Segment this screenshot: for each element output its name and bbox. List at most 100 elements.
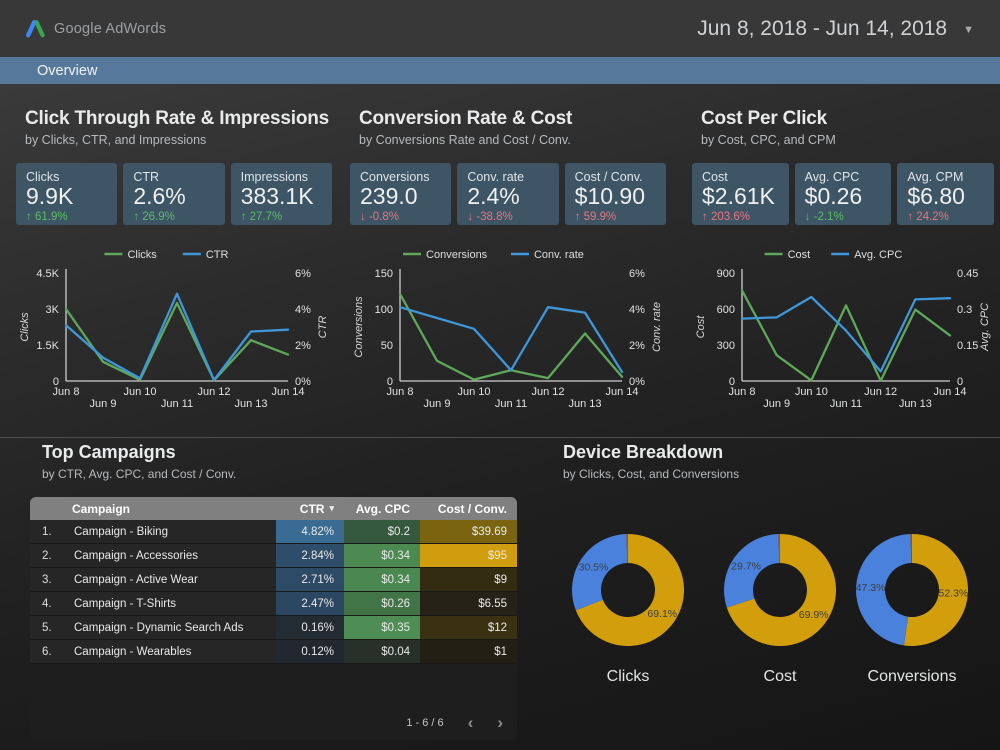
delta-arrow-icon: ↑: [26, 210, 32, 223]
cpc-cell: $0.2: [344, 520, 420, 543]
svg-text:0%: 0%: [629, 376, 645, 388]
cost-cell: $39.69: [420, 520, 517, 543]
svg-text:Conv. rate: Conv. rate: [534, 249, 584, 261]
table-row: 4. Campaign - T-Shirts 2.47% $0.26 $6.55: [30, 592, 517, 616]
svg-text:Conv. rate: Conv. rate: [651, 302, 663, 352]
svg-text:900: 900: [717, 268, 735, 280]
svg-text:Cost: Cost: [695, 315, 707, 339]
svg-text:600: 600: [717, 304, 735, 316]
svg-text:Jun 10: Jun 10: [123, 386, 156, 398]
scorecard-value: 9.9K: [26, 183, 74, 209]
scorecard: Avg. CPM $6.80 ↑ 24.2%: [897, 163, 995, 225]
table-row: 3. Campaign - Active Wear 2.71% $0.34 $9: [30, 568, 517, 592]
scorecard-label: Avg. CPC: [804, 170, 860, 184]
svg-text:47.3%: 47.3%: [856, 582, 886, 594]
table-row: 6. Campaign - Wearables 0.12% $0.04 $1: [30, 640, 517, 664]
svg-text:Jun 10: Jun 10: [795, 386, 828, 398]
svg-text:Jun 12: Jun 12: [197, 386, 230, 398]
svg-text:Avg. CPC: Avg. CPC: [854, 249, 902, 261]
ctr-cell: 2.47%: [276, 592, 344, 615]
campaign-cell: 1. Campaign - Biking: [30, 520, 276, 543]
ctr-cell: 0.12%: [276, 640, 344, 663]
scorecards-row: Clicks 9.9K ↑ 61.9% CTR 2.6% ↑ 26.9% Impressio…: [16, 163, 332, 225]
campaign-cell: 3. Campaign - Active Wear: [30, 568, 276, 591]
date-range-picker[interactable]: Jun 8, 2018 - Jun 14, 2018 ▼: [697, 17, 974, 41]
scorecard-label: Cost: [702, 170, 728, 184]
svg-text:CTR: CTR: [206, 249, 229, 261]
scorecards-row: Cost $2.61K ↑ 203.6% Avg. CPC $0.26 ↓ -2.1% Av…: [692, 163, 995, 225]
row-index: 2.: [42, 549, 52, 562]
brand-label: Google AdWords: [54, 20, 167, 37]
top-campaigns-title: Top Campaigns: [42, 442, 176, 462]
campaign-cell: 4. Campaign - T-Shirts: [30, 592, 276, 615]
svg-text:Jun 9: Jun 9: [90, 398, 117, 410]
svg-text:30.5%: 30.5%: [579, 561, 609, 573]
delta-arrow-icon: ↓: [360, 210, 366, 223]
scorecard-label: Cost / Conv.: [574, 170, 643, 184]
campaign-name: Campaign - Accessories: [74, 549, 198, 562]
scorecard-delta: ↓ -38.8%: [467, 210, 513, 223]
scorecard-value: 239.0: [360, 183, 418, 209]
table-body: 1. Campaign - Biking 4.82% $0.2 $39.69 2. Camp…: [30, 520, 517, 664]
svg-text:4.5K: 4.5K: [36, 268, 59, 280]
cpc-cell: $0.34: [344, 568, 420, 591]
section-title: Cost Per Click: [701, 108, 828, 129]
campaign-name: Campaign - Active Wear: [74, 573, 198, 586]
prev-page-button[interactable]: ‹: [468, 714, 474, 731]
ctr-cell: 2.84%: [276, 544, 344, 567]
col-cost-header[interactable]: Cost / Conv.: [437, 501, 507, 516]
caret-down-icon: ▼: [963, 23, 974, 36]
svg-text:Jun 8: Jun 8: [53, 386, 80, 398]
chevron-right-icon: ›: [497, 713, 503, 732]
col-cpc-header[interactable]: Avg. CPC: [355, 501, 410, 516]
row-index: 4.: [42, 597, 52, 610]
section-conversion-cost: Conversion Rate & Cost by Conversions Ra…: [350, 108, 666, 411]
svg-text:Jun 10: Jun 10: [457, 386, 490, 398]
svg-text:4%: 4%: [295, 304, 311, 316]
next-page-button[interactable]: ›: [497, 714, 503, 731]
brand: Google AdWords: [26, 19, 166, 38]
ctr-cell: 0.16%: [276, 616, 344, 639]
app-header: Google AdWords Jun 8, 2018 - Jun 14, 201…: [0, 0, 1000, 57]
svg-text:3K: 3K: [46, 304, 60, 316]
clicks-ctr-chart: Clicks CTR 0 0% 1.5K 2% 3K 4% 4.5K 6% Clicks CTR Jun…: [19, 249, 329, 410]
campaign-name: Campaign - Wearables: [74, 645, 192, 658]
clicks-donut-icon: 69.1% 30.5%: [572, 534, 684, 646]
scorecard: Cost $2.61K ↑ 203.6%: [692, 163, 789, 225]
scorecard-value: $10.90: [574, 183, 646, 209]
scorecard-value: $0.26: [804, 183, 863, 209]
svg-text:6%: 6%: [629, 268, 645, 280]
svg-text:CTR: CTR: [317, 316, 329, 339]
cost-cell: $1: [420, 640, 517, 663]
col-campaign-header[interactable]: Campaign: [72, 501, 131, 516]
svg-text:0.15: 0.15: [957, 340, 978, 352]
date-range-label: Jun 8, 2018 - Jun 14, 2018: [697, 16, 948, 40]
cost-cell: $9: [420, 568, 517, 591]
main-content: Click Through Rate & Impressions by Clic…: [0, 84, 1000, 750]
svg-text:0: 0: [53, 376, 59, 388]
pagination-label: 1 - 6 / 6: [406, 716, 444, 729]
chevron-left-icon: ‹: [467, 713, 474, 732]
section-subtitle: by Cost, CPC, and CPM: [701, 133, 836, 147]
scorecard-delta: ↑ 59.9%: [574, 210, 617, 223]
section-ctr-impressions: Click Through Rate & Impressions by Clic…: [16, 108, 332, 411]
svg-text:Cost: Cost: [788, 249, 811, 261]
scorecards-row: Conversions 239.0 ↓ -0.8% Conv. rate 2.4% ↓ -…: [350, 163, 666, 225]
donut-label: Conversions: [867, 668, 957, 685]
table-row: 1. Campaign - Biking 4.82% $0.2 $39.69: [30, 520, 517, 544]
donut-chart-cost: 69.9% 29.7% Cost: [715, 525, 845, 686]
top-campaigns-subtitle: by CTR, Avg. CPC, and Cost / Conv.: [42, 467, 237, 481]
scorecard-value: 383.1K: [240, 183, 314, 209]
svg-text:0: 0: [957, 376, 963, 388]
svg-text:52.3%: 52.3%: [939, 587, 969, 599]
scorecard: Conv. rate 2.4% ↓ -38.8%: [457, 163, 559, 225]
campaigns-table: Campaign CTR ▾ Avg. CPC Cost / Conv. 1. C…: [30, 497, 517, 740]
tab-overview[interactable]: Overview: [37, 62, 98, 79]
delta-arrow-icon: ↓: [467, 210, 474, 223]
svg-text:Avg. CPC: Avg. CPC: [979, 303, 991, 352]
campaign-cell: 5. Campaign - Dynamic Search Ads: [30, 616, 276, 639]
col-ctr-header[interactable]: CTR ▾: [276, 502, 344, 516]
scorecard-delta: ↓ -0.8%: [360, 210, 399, 223]
svg-text:300: 300: [717, 340, 735, 352]
cost-cell: $12: [420, 616, 517, 639]
